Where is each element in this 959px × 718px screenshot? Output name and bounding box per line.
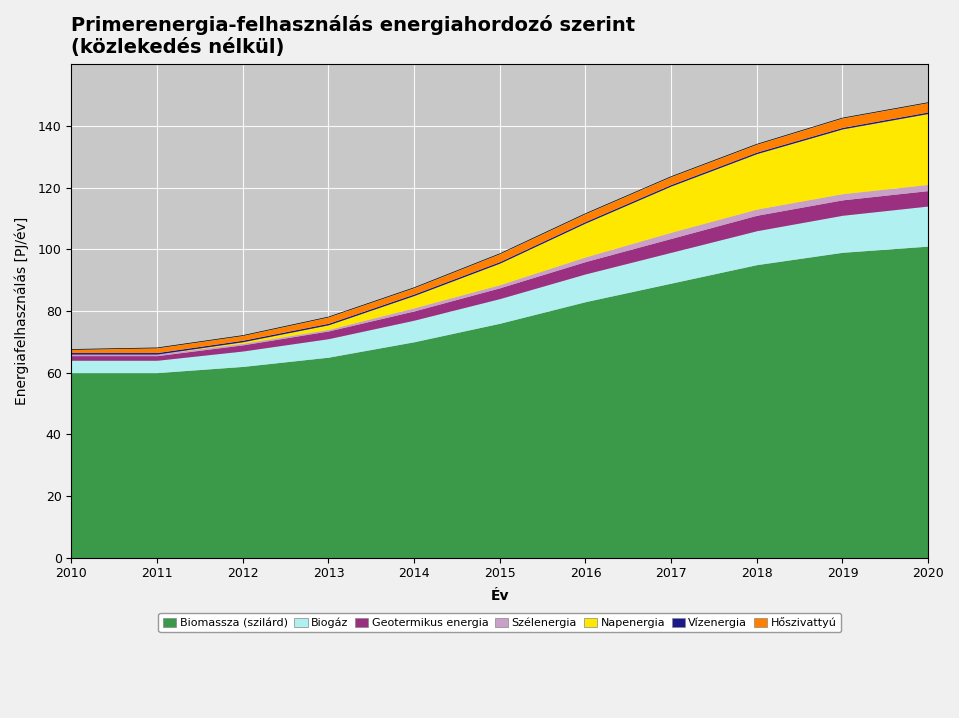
Text: Primerenergia-felhasználás energiahordozó szerint
(közlekedés nélkül): Primerenergia-felhasználás energiahordoz… [71,15,636,57]
X-axis label: Év: Év [490,589,509,602]
Legend: Biomassza (szilárd), Biogáz, Geotermikus energia, Szélenergia, Napenergia, Vízen: Biomassza (szilárd), Biogáz, Geotermikus… [158,612,841,633]
Y-axis label: Energiafelhasználás [PJ/év]: Energiafelhasználás [PJ/év] [15,217,30,405]
